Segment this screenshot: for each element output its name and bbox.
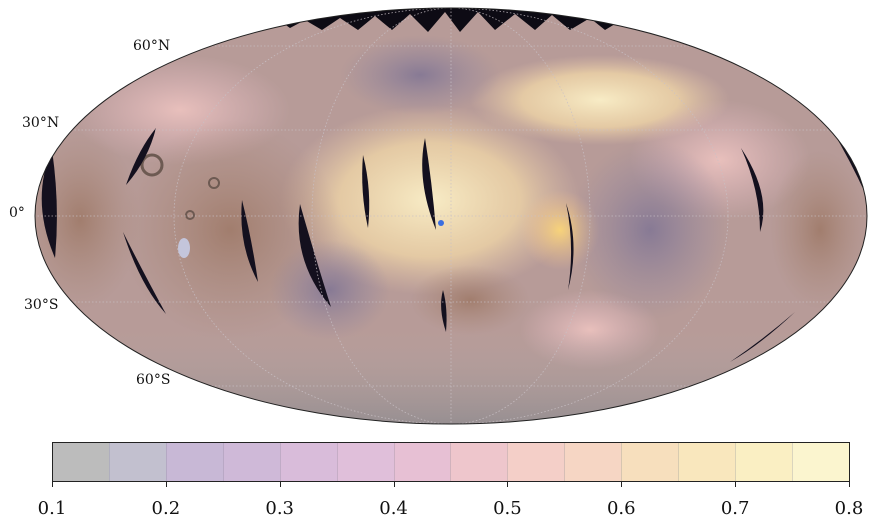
colorbar-tick-label: 0.1: [37, 498, 67, 519]
colorbar-segment: [53, 443, 109, 481]
colorbar-tick-mark: [621, 481, 623, 487]
lat-label-30n: 30°N: [22, 115, 60, 131]
location-marker: [438, 220, 444, 226]
lat-label-60n: 60°N: [133, 38, 171, 54]
colorbar-tick-label: 0.7: [720, 498, 750, 519]
lat-label-30s: 30°S: [24, 297, 59, 313]
colorbar-segment: [165, 443, 223, 481]
colorbar-segment: [393, 443, 451, 481]
colorbar-segment: [507, 443, 565, 481]
colorbar-tick-mark: [393, 481, 395, 487]
colorbar-tick-mark: [735, 481, 737, 487]
colorbar-segment: [222, 443, 280, 481]
colorbar-tick-mark: [52, 481, 53, 487]
colorbar-segment: [735, 443, 792, 481]
colorbar-segment: [621, 443, 679, 481]
lat-label-0: 0°: [9, 205, 25, 221]
colorbar-segment: [564, 443, 622, 481]
data-gaps: [41, 128, 866, 362]
lat-label-60s: 60°S: [136, 372, 171, 388]
colorbar-tick-label: 0.2: [151, 498, 181, 519]
colorbar-tick-label: 0.4: [379, 498, 408, 519]
north-polar-cap: [250, 8, 700, 32]
colorbar-tick-label: 0.5: [493, 498, 522, 519]
graticule: [35, 8, 867, 424]
colorbar-segment: [678, 443, 736, 481]
colorbar-tick-label: 0.6: [606, 498, 636, 519]
colorbar-segment: [450, 443, 508, 481]
colorbar-tick-mark: [507, 481, 509, 487]
colorbar-tick-label: 0.8: [834, 498, 864, 519]
pale-blue-patch: [178, 238, 190, 258]
colorbar-tick-mark: [279, 481, 281, 487]
colorbar-segment: [108, 443, 166, 481]
colorbar-tick-mark: [165, 481, 167, 487]
colorbar-segment: [791, 443, 849, 481]
colorbar-segment: [279, 443, 337, 481]
colorbar-tick-mark: [849, 481, 850, 487]
map-surface: [35, 8, 867, 424]
colorbar-segment: [336, 443, 394, 481]
colorbar: [52, 442, 850, 482]
map-boundary: [34, 7, 868, 425]
colorbar-tick-label: 0.3: [265, 498, 295, 519]
